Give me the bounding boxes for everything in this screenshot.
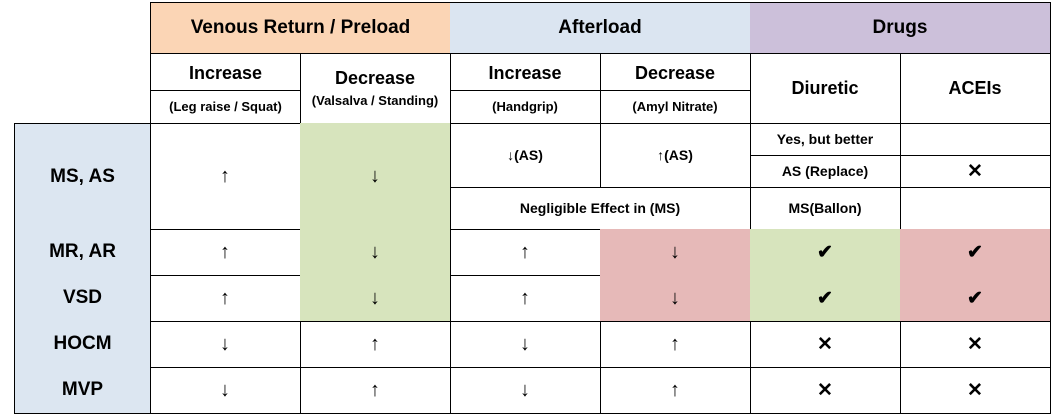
diuretic-header: Diuretic <box>750 53 901 124</box>
mvp-venous-decrease: ↑ <box>300 367 451 414</box>
vsd-acei: ✔ <box>900 275 1051 322</box>
row-label-hocm: HOCM <box>14 321 151 368</box>
ms-diuretic-ballon: MS(Ballon) <box>750 187 901 230</box>
mr-ar-afterload-decrease: ↓ <box>600 229 751 276</box>
row-label-vsd: VSD <box>14 275 151 322</box>
row-label-mvp: MVP <box>14 367 151 414</box>
drugs-header: Drugs <box>750 2 1051 54</box>
ms-as-venous-decrease: ↓ <box>300 123 451 230</box>
mr-ar-diuretic: ✔ <box>750 229 901 276</box>
acei-header: ACEIs <box>900 53 1051 124</box>
ms-as-acei-blank-top <box>900 123 1051 156</box>
hocm-afterload-decrease: ↑ <box>600 321 751 368</box>
row-label-ms-as: MS, AS <box>14 123 151 230</box>
venous-decrease-header: Decrease (Valsalva / Standing) <box>300 53 451 124</box>
mvp-diuretic: ✕ <box>750 367 901 414</box>
row-label-mr-ar: MR, AR <box>14 229 151 276</box>
ms-afterload-negligible: Negligible Effect in (MS) <box>450 187 751 230</box>
venous-return-header: Venous Return / Preload <box>150 2 451 54</box>
hocm-venous-increase: ↓ <box>150 321 301 368</box>
vsd-venous-increase: ↑ <box>150 275 301 322</box>
as-diuretic-replace: AS (Replace) <box>750 155 901 188</box>
hocm-afterload-increase: ↓ <box>450 321 601 368</box>
vsd-afterload-increase: ↑ <box>450 275 601 322</box>
mvp-venous-increase: ↓ <box>150 367 301 414</box>
ms-as-venous-increase: ↑ <box>150 123 301 230</box>
ms-as-diuretic-note: Yes, but better <box>750 123 901 156</box>
venous-increase-header: Increase (Leg raise / Squat) <box>150 53 301 124</box>
ms-acei-blank-bottom <box>900 187 1051 230</box>
afterload-decrease-header: Decrease (Amyl Nitrate) <box>600 53 751 124</box>
ms-as-afterload-increase: ↓(AS) <box>450 123 601 188</box>
mvp-acei: ✕ <box>900 367 1051 414</box>
hocm-diuretic: ✕ <box>750 321 901 368</box>
vsd-diuretic: ✔ <box>750 275 901 322</box>
afterload-header: Afterload <box>450 2 751 54</box>
mvp-afterload-decrease: ↑ <box>600 367 751 414</box>
mr-ar-afterload-increase: ↑ <box>450 229 601 276</box>
mvp-afterload-increase: ↓ <box>450 367 601 414</box>
mr-ar-venous-increase: ↑ <box>150 229 301 276</box>
afterload-increase-header: Increase (Handgrip) <box>450 53 601 124</box>
hocm-acei: ✕ <box>900 321 1051 368</box>
vsd-venous-decrease: ↓ <box>300 275 451 322</box>
vsd-afterload-decrease: ↓ <box>600 275 751 322</box>
hocm-venous-decrease: ↑ <box>300 321 451 368</box>
ms-as-afterload-decrease: ↑(AS) <box>600 123 751 188</box>
as-acei: ✕ <box>900 155 1051 188</box>
mr-ar-venous-decrease: ↓ <box>300 229 451 276</box>
mr-ar-acei: ✔ <box>900 229 1051 276</box>
